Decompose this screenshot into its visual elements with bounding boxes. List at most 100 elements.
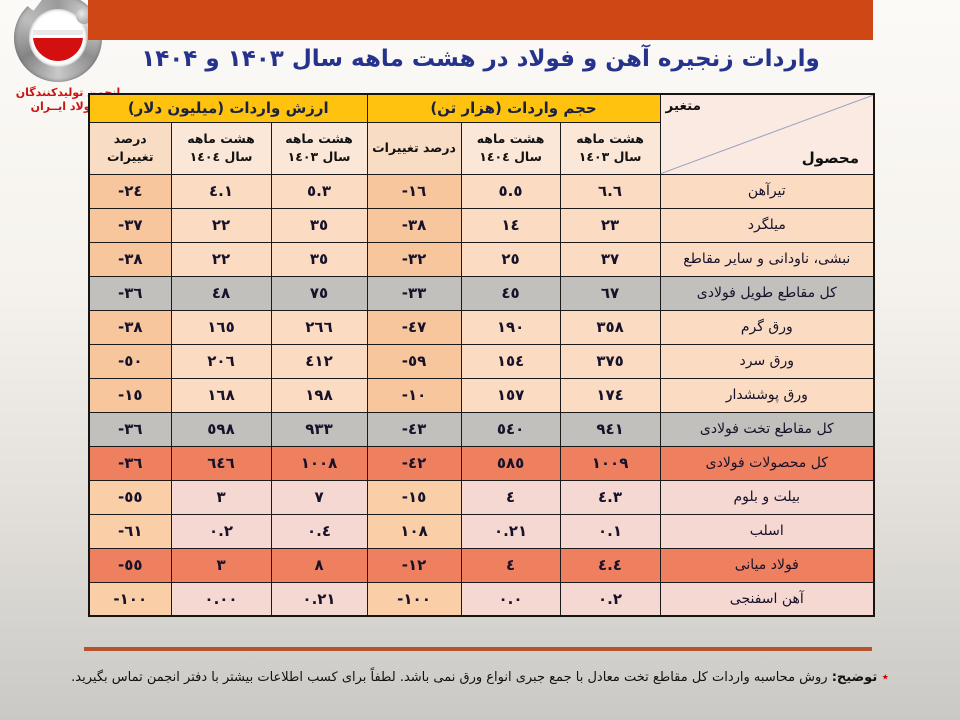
volume-pct-change-cell: -١٦ (366, 173, 462, 209)
volume-1403-cell: ٣٥٨ (559, 309, 661, 345)
volume-pct-change-cell: -٤٧ (366, 309, 462, 345)
volume-pct-change-cell: -٣٢ (366, 241, 462, 277)
subheader-line: سال ١٤٠٤ (479, 149, 542, 164)
table-group-header-row: متغیر محصول حجم واردات (هزار تن) ارزش وا… (88, 93, 875, 175)
volume-1404-cell: ١٩٠ (460, 309, 561, 345)
footnote-star: ٭ (877, 670, 889, 685)
subheader-line: هشت ماهه (285, 130, 353, 146)
volume-pct-change-cell: -٣٨ (366, 207, 462, 243)
value-1403-cell: ٧ (270, 479, 368, 515)
volume-1404-cell: ٥.٥ (460, 173, 561, 209)
volume-1403-cell: ٤.٤ (559, 547, 661, 583)
group-header-volume: حجم واردات (هزار تن) (366, 93, 661, 123)
product-name-cell: نبشی، ناودانی و سایر مقاطع (659, 241, 875, 277)
volume-1404-cell: ٤٥ (460, 275, 561, 311)
value-1404-cell: ١٦٨ (170, 377, 272, 413)
volume-pct-change-cell: -١٠ (366, 377, 462, 413)
volume-1404-cell: ٥٨٥ (460, 445, 561, 481)
volume-1404-cell: ٥٤٠ (460, 411, 561, 447)
corner-label-variable: متغیر (665, 98, 701, 114)
value-1404-cell: ٦٤٦ (170, 445, 272, 481)
volume-pct-change-cell: -٤٢ (366, 445, 462, 481)
table-row: فولاد میانی ٤.٤ ٤ -١٢ ٨ ٣ -٥٥ (88, 547, 875, 583)
volume-1403-cell: ٦٧ (559, 275, 661, 311)
page-title: واردات زنجیره آهن و فولاد در هشت ماهه سا… (141, 46, 820, 72)
subheader-volume-1403: هشت ماهه سال ١٤٠٣ (559, 121, 661, 175)
imports-table: متغیر محصول حجم واردات (هزار تن) ارزش وا… (88, 93, 876, 617)
value-1404-cell: ٥٩٨ (170, 411, 272, 447)
logo-red-bowl (33, 35, 83, 61)
value-pct-change-cell: -٥٠ (88, 343, 172, 379)
corner-label-product: محصول (801, 148, 860, 167)
volume-1403-cell: ١٠٠٩ (559, 445, 661, 481)
volume-pct-change-cell: -٤٣ (366, 411, 462, 447)
volume-1404-cell: ٤ (460, 479, 561, 515)
subheader-line: سال ١٤٠٣ (287, 149, 351, 164)
value-pct-change-cell: -٣٧ (88, 207, 172, 243)
volume-1403-cell: ٣٧٥ (559, 343, 661, 379)
subheader-volume-pct-change: درصد تغییرات (366, 121, 462, 175)
table-row: تیرآهن ٦.٦ ٥.٥ -١٦ ٥.٣ ٤.١ -٢٤ (88, 173, 875, 209)
value-1403-cell: ٣٥ (270, 241, 368, 277)
volume-pct-change-cell: -١٢ (366, 547, 462, 583)
value-1404-cell: ٠.٢ (170, 513, 272, 549)
value-pct-change-cell: -٣٦ (88, 445, 172, 481)
volume-1403-cell: ١٧٤ (559, 377, 661, 413)
volume-pct-change-cell: -٣٣ (366, 275, 462, 311)
volume-1403-cell: ٦.٦ (559, 173, 661, 209)
volume-pct-change-cell: ١٠٨ (366, 513, 462, 549)
subheader-line: هشت ماهه (476, 130, 545, 146)
table-row: ورق گرم ٣٥٨ ١٩٠ -٤٧ ٢٦٦ ١٦٥ -٣٨ (88, 309, 875, 345)
org-name-line2: فــولاد ایــران (30, 99, 106, 113)
table-row: بیلت و بلوم ٤.٣ ٤ -١٥ ٧ ٣ -٥٥ (88, 479, 875, 515)
value-1404-cell: ٤.١ (170, 173, 272, 209)
subheader-value-1403: هشت ماهه سال ١٤٠٣ (270, 121, 368, 175)
product-name-cell: ورق گرم (659, 309, 875, 345)
subheader-value-1404: هشت ماهه سال ١٤٠٤ (170, 121, 272, 175)
product-name-cell: اسلب (659, 513, 875, 549)
volume-1404-cell: ٤ (460, 547, 561, 583)
volume-pct-change-cell: -٥٩ (366, 343, 462, 379)
volume-1403-cell: ٢٣ (559, 207, 661, 243)
product-name-cell: تیرآهن (659, 173, 875, 209)
value-1403-cell: ٤١٢ (270, 343, 368, 379)
product-name-cell: کل محصولات فولادی (659, 445, 875, 481)
footnote: ٭ توضیح: روش محاسبه واردات کل مقاطع تخت … (15, 670, 945, 685)
value-1404-cell: ٣ (170, 547, 272, 583)
value-1403-cell: ٥.٣ (270, 173, 368, 209)
value-1403-cell: ٠.٤ (270, 513, 368, 549)
product-name-cell: آهن اسفنجی (659, 581, 875, 617)
value-pct-change-cell: -٥٥ (88, 479, 172, 515)
value-pct-change-cell: -١٥ (88, 377, 172, 413)
volume-1404-cell: ٢٥ (460, 241, 561, 277)
table-body: تیرآهن ٦.٦ ٥.٥ -١٦ ٥.٣ ٤.١ -٢٤ میلگرد ٢٣ ١٤ -٣٨ ٣٥ ٢… (88, 173, 875, 617)
table-row: کل مقاطع تخت فولادی ٩٤١ ٥٤٠ -٤٣ ٩٣٣ ٥٩٨ -٣٦ (88, 411, 875, 447)
value-pct-change-cell: -٦١ (88, 513, 172, 549)
volume-1403-cell: ٤.٣ (559, 479, 661, 515)
value-1403-cell: ٠.٢١ (270, 581, 368, 617)
volume-1403-cell: ٠.٢ (559, 581, 661, 617)
table-row: نبشی، ناودانی و سایر مقاطع ٣٧ ٢٥ -٣٢ ٣٥ ٢٢ -٣٨ (88, 241, 875, 277)
table-row: آهن اسفنجی ٠.٢ ٠.٠ -١٠٠ ٠.٢١ ٠.٠٠ -١٠٠ (88, 581, 875, 617)
volume-1403-cell: ٣٧ (559, 241, 661, 277)
product-name-cell: ورق پوششدار (659, 377, 875, 413)
subheader-line: سال ١٤٠٣ (578, 149, 642, 164)
value-1404-cell: ٣ (170, 479, 272, 515)
steel-association-logo-icon (6, 0, 106, 84)
value-1403-cell: ٨ (270, 547, 368, 583)
value-1404-cell: ٢٢ (170, 207, 272, 243)
group-header-value: ارزش واردات (میلیون دلار) (88, 93, 368, 123)
volume-1404-cell: ٠.٢١ (460, 513, 561, 549)
value-pct-change-cell: -٥٥ (88, 547, 172, 583)
value-pct-change-cell: -٣٨ (88, 309, 172, 345)
value-pct-change-cell: -٢٤ (88, 173, 172, 209)
value-1403-cell: ١٠٠٨ (270, 445, 368, 481)
table-row: کل مقاطع طویل فولادی ٦٧ ٤٥ -٣٣ ٧٥ ٤٨ -٣٦ (88, 275, 875, 311)
value-1404-cell: ٢٠٦ (170, 343, 272, 379)
volume-1404-cell: ١٤ (460, 207, 561, 243)
volume-pct-change-cell: -١٠٠ (366, 581, 462, 617)
value-1404-cell: ٢٢ (170, 241, 272, 277)
corner-header-cell: متغیر محصول (659, 93, 875, 175)
diagonal-line (661, 95, 874, 174)
